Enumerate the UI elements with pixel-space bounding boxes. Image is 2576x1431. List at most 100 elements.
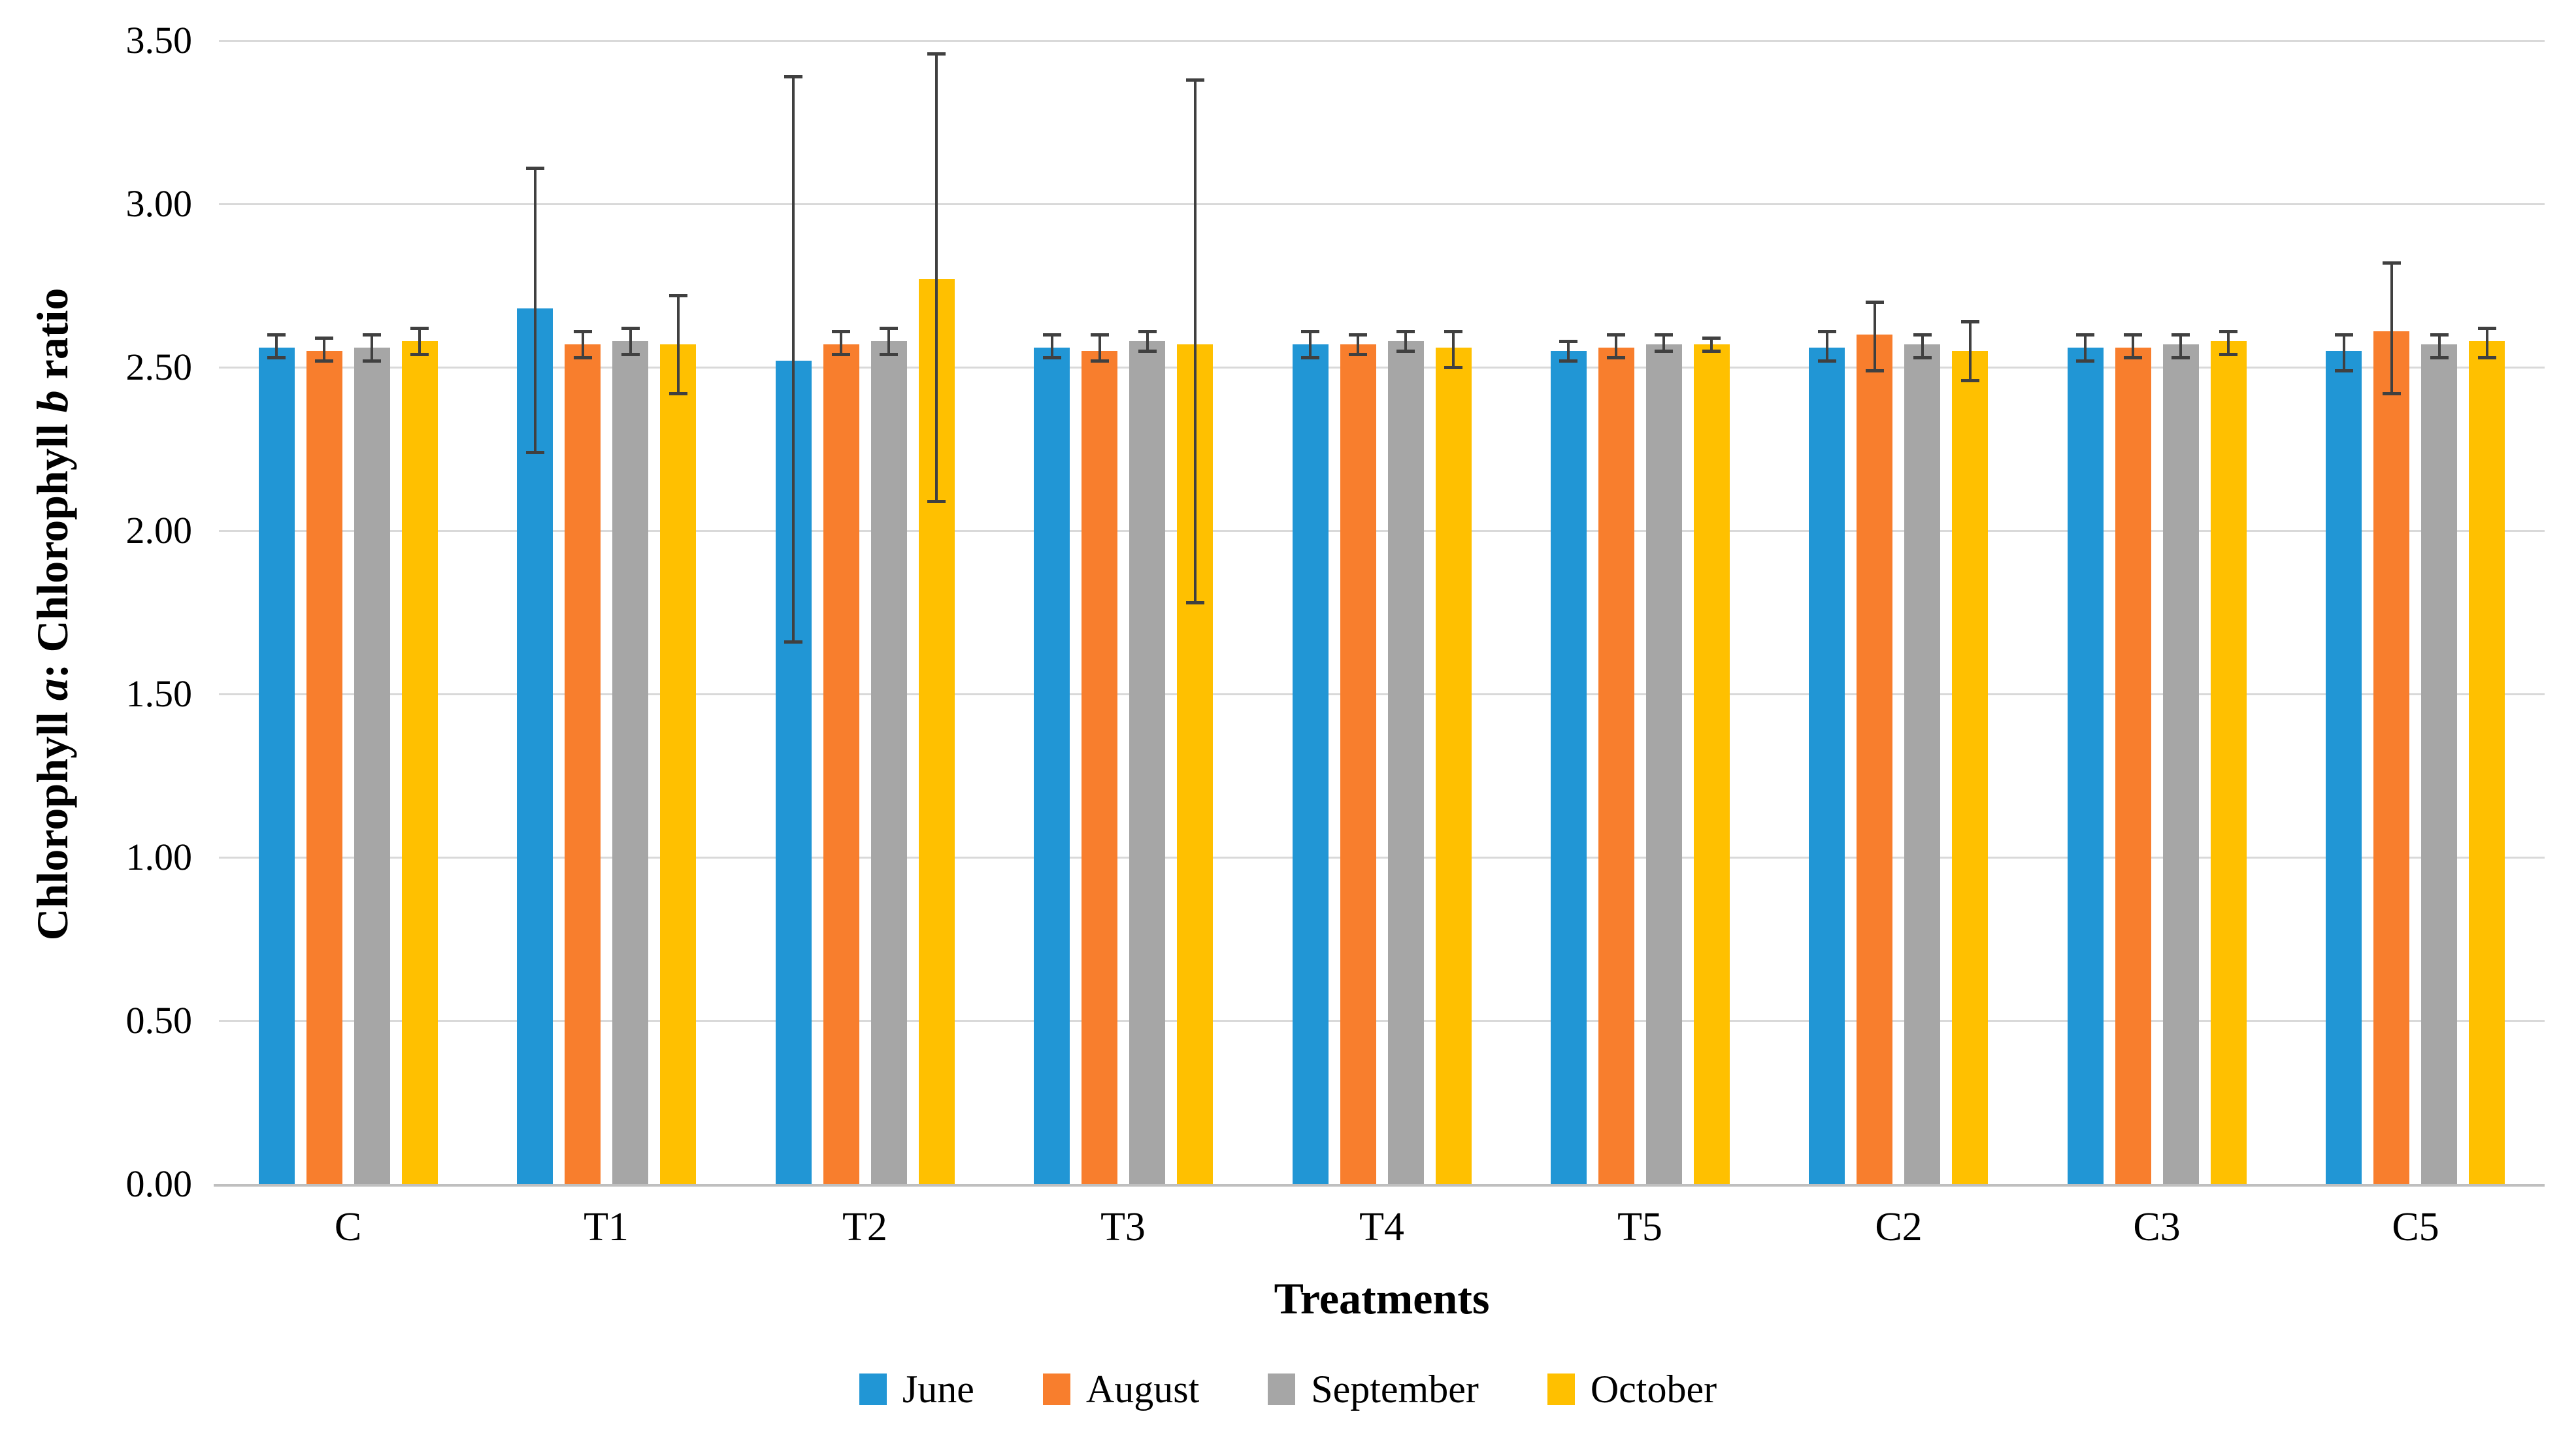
error-bar-cap xyxy=(2335,333,2353,337)
error-bar-line xyxy=(2343,335,2345,370)
error-bar-cap xyxy=(1559,340,1577,343)
error-bar-cap xyxy=(1961,379,1979,382)
error-bar-cap xyxy=(1866,301,1884,304)
error-bar-cap xyxy=(1396,350,1415,353)
error-bar-cap xyxy=(1702,337,1721,340)
error-bar-line xyxy=(887,328,890,354)
x-tick-label-c5: C5 xyxy=(2392,1205,2439,1249)
gridline xyxy=(219,1020,2545,1022)
bar-august-t1 xyxy=(565,344,601,1184)
legend-swatch-august xyxy=(1042,1373,1070,1405)
error-bar-cap xyxy=(2076,359,2094,363)
y-axis-title-segment: b xyxy=(27,390,77,413)
bar-september-c xyxy=(354,348,390,1184)
error-bar-cap xyxy=(832,330,850,333)
x-axis-title: Treatments xyxy=(1274,1274,1490,1323)
bar-september-c5 xyxy=(2421,344,2457,1184)
error-bar-line xyxy=(2227,331,2230,354)
legend-item-august: August xyxy=(1042,1366,1200,1413)
bar-october-t1 xyxy=(660,344,696,1184)
error-bar-line xyxy=(1969,321,1972,380)
error-bar-cap xyxy=(1866,369,1884,372)
error-bar-line xyxy=(1921,335,1924,357)
y-tick-label: 2.50 xyxy=(125,346,193,388)
error-bar-cap xyxy=(1301,330,1319,333)
gridline xyxy=(219,693,2545,695)
error-bar-cap xyxy=(2335,369,2353,372)
error-bar-cap xyxy=(526,451,544,454)
error-bar-cap xyxy=(574,330,592,333)
error-bar-cap xyxy=(363,359,381,363)
error-bar-cap xyxy=(1043,356,1061,359)
bar-september-c3 xyxy=(2163,344,2199,1184)
error-bar-cap xyxy=(267,333,286,337)
bar-august-t4 xyxy=(1340,344,1376,1184)
error-bar-cap xyxy=(1138,330,1157,333)
bar-september-t1 xyxy=(612,341,648,1184)
legend-label-june: June xyxy=(902,1368,974,1411)
error-bar-cap xyxy=(1349,333,1367,337)
bar-august-c xyxy=(306,351,342,1184)
y-axis-title: Chlorophyll a: Chlorophyll b ratio xyxy=(26,42,78,1186)
error-bar-line xyxy=(792,76,795,642)
bar-september-t4 xyxy=(1388,341,1424,1184)
gridline xyxy=(219,857,2545,859)
legend-item-october: October xyxy=(1547,1366,1717,1413)
bar-august-c3 xyxy=(2115,348,2151,1184)
bar-june-c xyxy=(259,348,295,1184)
error-bar-cap xyxy=(621,327,640,330)
error-bar-cap xyxy=(2383,261,2401,265)
error-bar-cap xyxy=(1913,333,1932,337)
y-tick-label: 1.50 xyxy=(125,672,193,715)
error-bar-line xyxy=(935,54,938,501)
error-bar-line xyxy=(677,295,680,393)
legend-label-september: September xyxy=(1311,1368,1479,1411)
error-bar-line xyxy=(582,331,584,357)
error-bar-line xyxy=(2390,263,2393,393)
legend-label-august: August xyxy=(1085,1368,1200,1411)
y-tick-label: 2.00 xyxy=(125,509,193,551)
error-bar-line xyxy=(2084,335,2087,361)
y-tick-label: 0.50 xyxy=(125,999,193,1042)
error-bar-cap xyxy=(832,353,850,356)
bar-october-c5 xyxy=(2469,341,2505,1184)
error-bar-cap xyxy=(1559,359,1577,363)
y-axis-title-segment: Chlorophyll xyxy=(27,700,77,941)
error-bar-cap xyxy=(1961,320,1979,323)
error-bar-line xyxy=(1874,302,1876,370)
legend-swatch-june xyxy=(859,1373,887,1405)
bar-september-c2 xyxy=(1904,344,1940,1184)
error-bar-cap xyxy=(880,327,898,330)
y-tick-label: 3.50 xyxy=(125,19,193,61)
error-bar-cap xyxy=(927,500,946,503)
error-bar-cap xyxy=(1655,350,1673,353)
error-bar-cap xyxy=(2171,333,2190,337)
error-bar-line xyxy=(1662,335,1665,351)
error-bar-cap xyxy=(410,353,429,356)
error-bar-cap xyxy=(1186,601,1204,604)
bar-september-t5 xyxy=(1646,344,1682,1184)
y-tick-label: 3.00 xyxy=(125,182,193,225)
error-bar-cap xyxy=(2124,333,2142,337)
bar-august-c5 xyxy=(2373,331,2409,1184)
error-bar-cap xyxy=(1396,330,1415,333)
bar-august-t3 xyxy=(1082,351,1117,1184)
error-bar-line xyxy=(1146,331,1149,351)
error-bar-cap xyxy=(927,52,946,56)
error-bar-cap xyxy=(1186,78,1204,82)
error-bar-line xyxy=(2132,335,2134,357)
legend-swatch-october xyxy=(1547,1373,1575,1405)
x-tick-label-c3: C3 xyxy=(2133,1205,2181,1249)
error-bar-cap xyxy=(410,327,429,330)
error-bar-cap xyxy=(267,356,286,359)
bar-september-t2 xyxy=(871,341,907,1184)
error-bar-cap xyxy=(1301,356,1319,359)
legend-item-june: June xyxy=(859,1366,974,1413)
error-bar-cap xyxy=(1091,333,1109,337)
error-bar-cap xyxy=(1655,333,1673,337)
error-bar-line xyxy=(2486,328,2488,357)
error-bar-cap xyxy=(1607,333,1625,337)
error-bar-cap xyxy=(2383,392,2401,395)
error-bar-line xyxy=(1194,80,1197,602)
